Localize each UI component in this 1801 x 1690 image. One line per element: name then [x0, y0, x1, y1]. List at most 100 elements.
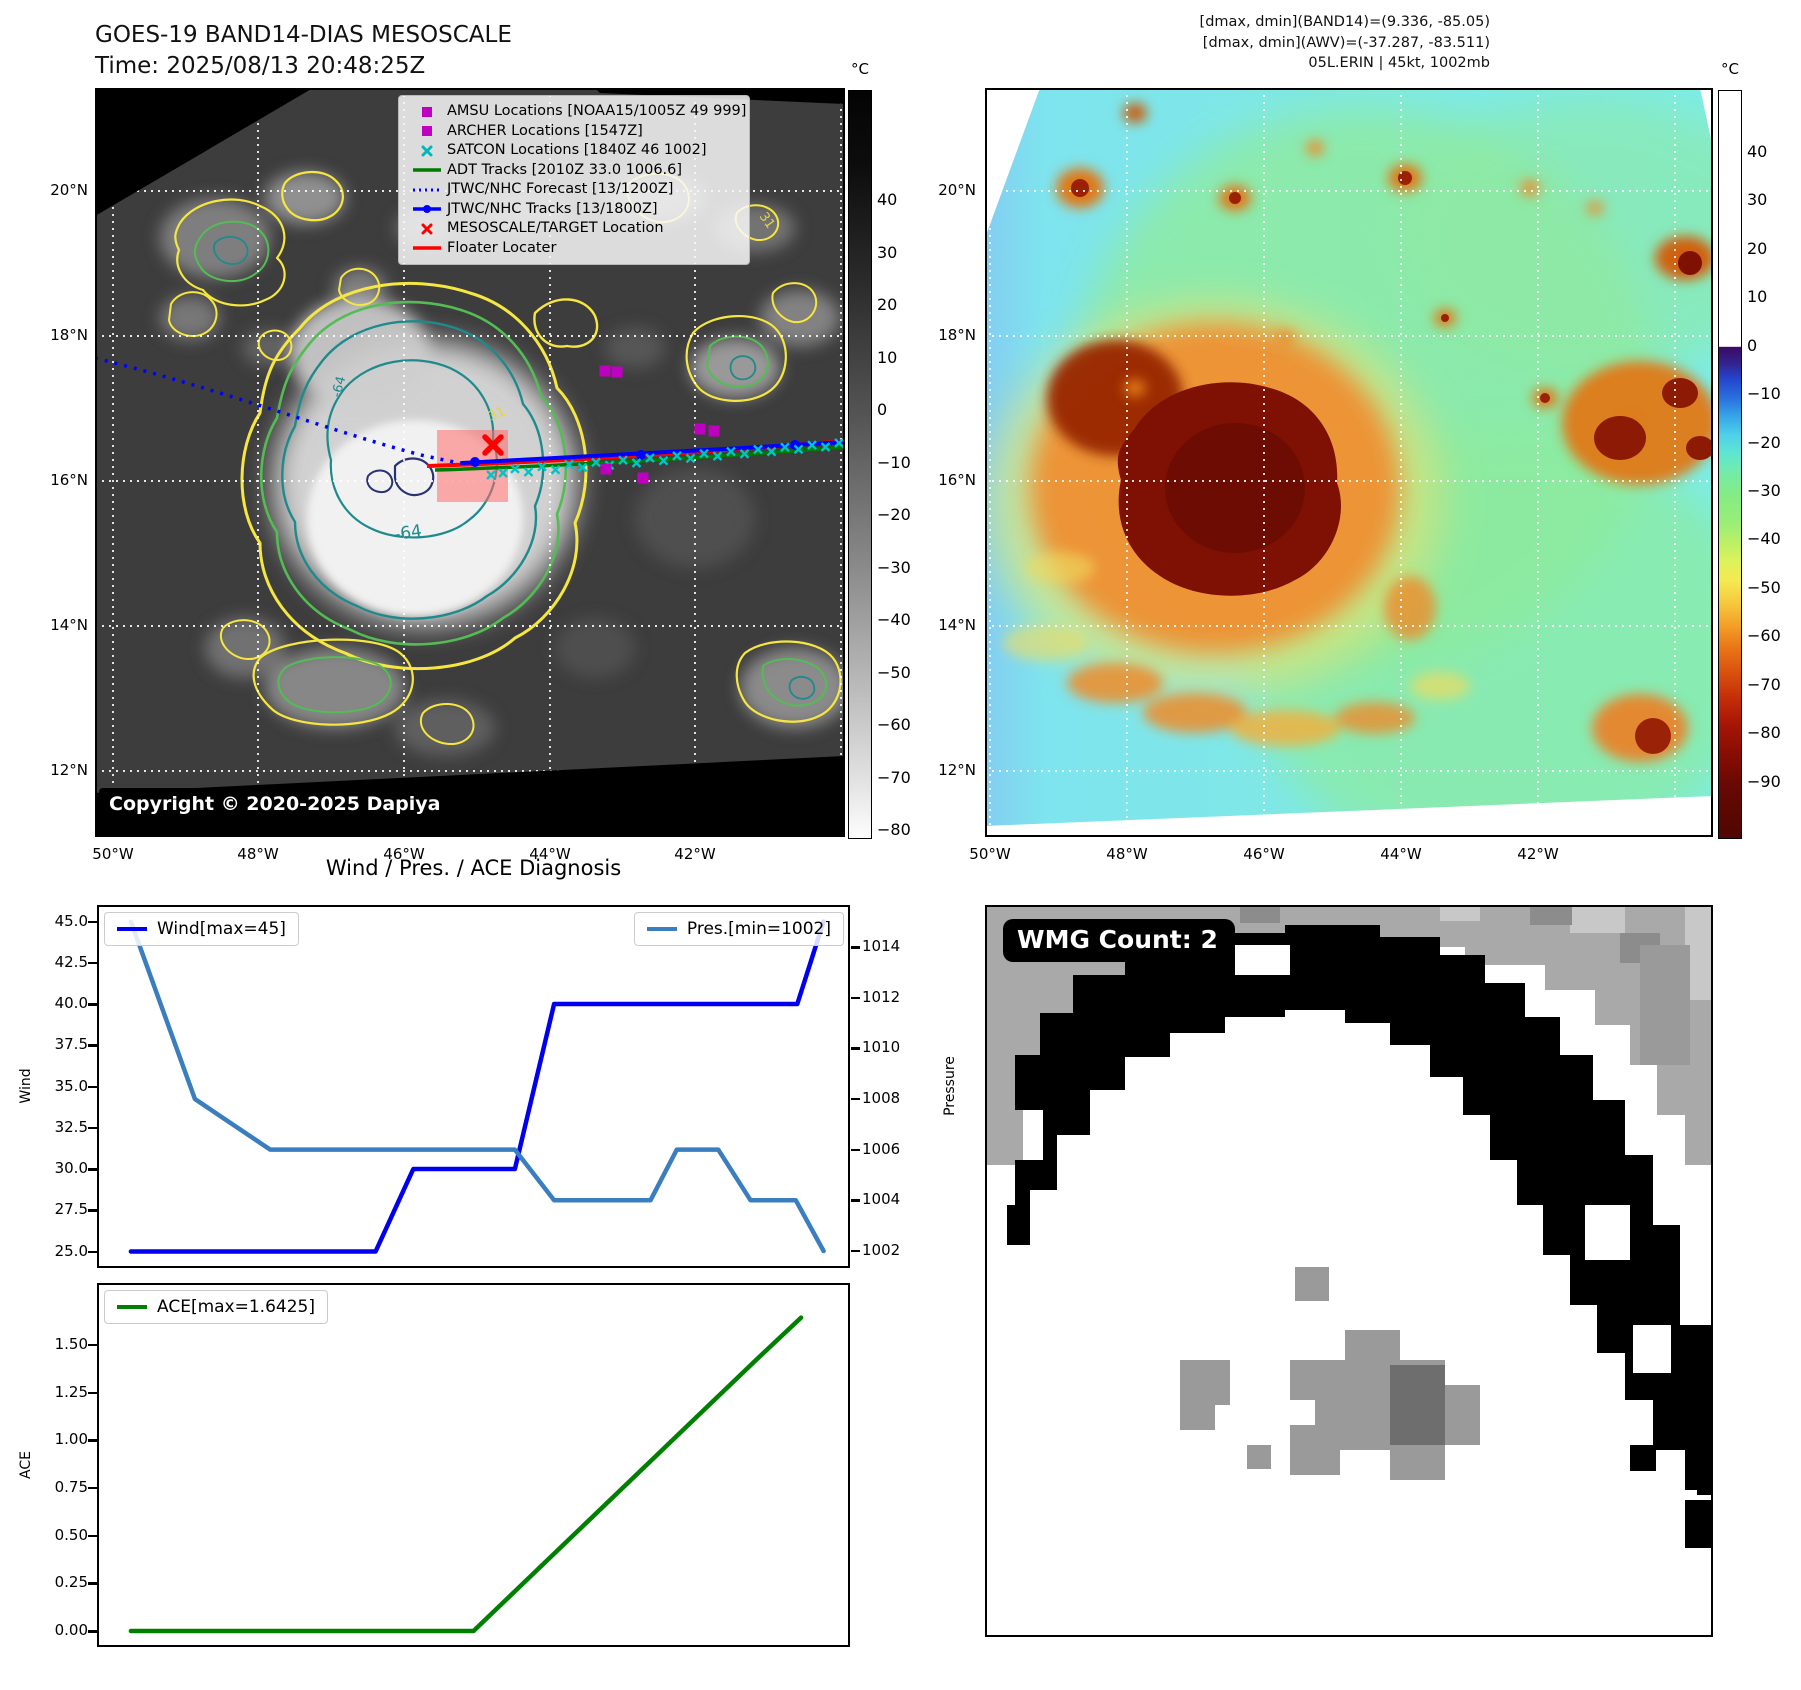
lat-tick-label: 16°N [938, 471, 976, 489]
wind-ytick-mark [88, 961, 97, 965]
wind-ytick-label: 30.0 [54, 1159, 88, 1177]
colorbar-tick-label: 40 [877, 190, 898, 209]
band14-map-panel: -64 -64 31 31 AMSU Locations [NOAA15/100… [95, 88, 845, 837]
legend-item-label: MESOSCALE/TARGET Location [447, 220, 664, 236]
map-legend: AMSU Locations [NOAA15/1005Z 49 999] ARCH… [398, 95, 750, 265]
legend-item: MESOSCALE/TARGET Location [407, 219, 739, 239]
lon-tick-label: 44°W [529, 845, 571, 863]
ace-ytick-mark [88, 1534, 97, 1538]
square-marker-icon [407, 105, 447, 119]
wind-legend-label: Wind[max=45] [157, 919, 286, 939]
wind-ytick-mark [88, 920, 97, 923]
series-line-wind [128, 919, 826, 1254]
page-title: GOES-19 BAND14-DIAS MESOSCALE Time: 2025… [95, 20, 512, 82]
series-line-pres [128, 919, 826, 1254]
ace-ytick-mark [88, 1391, 97, 1394]
line-dot-marker-icon [407, 202, 447, 216]
legend-item-label: JTWC/NHC Tracks [13/1800Z] [447, 200, 658, 217]
colorbar-tick-label: 30 [877, 242, 898, 262]
colorbar-tick-label: 0 [1747, 335, 1758, 355]
colorbar-tick-label: −20 [877, 505, 911, 524]
colorbar-tick-label: 20 [1747, 238, 1768, 258]
colorbar-tick-label: −80 [1747, 723, 1781, 743]
header-stats: [dmax, dmin](BAND14)=(9.336, -85.05) [dm… [990, 12, 1490, 74]
dotted-marker-icon [407, 183, 447, 197]
wind-axis-label: Wind [18, 1068, 34, 1104]
legend-item-label: ADT Tracks [2010Z 33.0 1006.6] [447, 161, 683, 178]
ace-ytick-mark [88, 1582, 97, 1585]
colorbar-tick-label: 10 [1747, 287, 1768, 307]
pressure-ytick-label: 1004 [862, 1190, 901, 1209]
colorbar-tick-label: −50 [877, 662, 911, 682]
band14-colorbar-unit: °C [851, 60, 869, 78]
pressure-ytick-mark [851, 996, 860, 1000]
lat-tick-label: 20°N [938, 181, 976, 199]
colorbar-tick-label: −50 [1747, 577, 1781, 597]
pressure-ytick-label: 1012 [862, 987, 901, 1006]
wind-legend: Wind[max=45] [104, 912, 299, 946]
pressure-legend-label: Pres.[min=1002] [686, 919, 831, 939]
contour-label: -64 [393, 521, 423, 545]
dmax-dmin-band14: [dmax, dmin](BAND14)=(9.336, -85.05) [1199, 14, 1490, 30]
ace-ytick-mark [88, 1486, 97, 1490]
lat-tick-label: 20°N [50, 181, 88, 199]
charts-section-title: Wind / Pres. / ACE Diagnosis [325, 856, 622, 880]
colorbar-tick-label: −20 [1747, 432, 1781, 452]
satellite-title: GOES-19 BAND14-DIAS MESOSCALE [95, 22, 512, 48]
projection-edges [985, 88, 1713, 837]
lat-tick-label: 18°N [938, 326, 976, 344]
lat-tick-label: 14°N [938, 616, 976, 634]
lat-tick-label: 12°N [938, 761, 976, 779]
colorbar-tick-label: −30 [1747, 481, 1781, 500]
mesoscale-target-x-icon [482, 434, 504, 456]
colorbar-tick-label: −10 [1747, 384, 1781, 404]
graticule [985, 88, 1713, 837]
pressure-axis-label: Pressure [942, 1056, 958, 1116]
awv-colorbar [1718, 90, 1742, 839]
lon-tick-label: 50°W [92, 845, 134, 863]
lat-tick-label: 14°N [50, 616, 88, 634]
legend-item: JTWC/NHC Forecast [13/1200Z] [407, 180, 739, 200]
x-marker-icon [407, 144, 447, 158]
ace-legend-label: ACE[max=1.6425] [157, 1297, 315, 1317]
band14-colorbar [848, 90, 872, 839]
legend-item: AMSU Locations [NOAA15/1005Z 49 999] [407, 102, 746, 122]
awv-colorbar-unit: °C [1721, 60, 1739, 78]
wmg-gray-in-black [1640, 945, 1690, 1065]
legend-item-label: Floater Locater [447, 239, 557, 256]
wmg-panel: WMG Count: 2 [985, 905, 1713, 1637]
pressure-legend: Pres.[min=1002] [633, 912, 844, 946]
lon-tick-label: 46°W [383, 845, 425, 863]
square-marker-icon [407, 124, 447, 138]
legend-item: Floater Locater [407, 239, 739, 259]
lon-tick-label: 46°W [1243, 845, 1285, 863]
wmg-white-holes [1235, 945, 1671, 1373]
colorbar-tick-label: −90 [1747, 771, 1781, 791]
ace-ytick-mark [88, 1630, 97, 1633]
ir-contours [168, 171, 842, 746]
satellite-time: Time: 2025/08/13 20:48:25Z [95, 53, 426, 79]
ace-ytick-label: 1.50 [54, 1334, 88, 1353]
wind-ytick-label: 40.0 [54, 994, 88, 1012]
lon-tick-label: 42°W [1517, 845, 1559, 863]
wind-ytick-mark [88, 1044, 97, 1047]
pressure-ytick-mark [851, 1097, 860, 1101]
dmax-dmin-awv: [dmax, dmin](AWV)=(-37.287, -83.511) [1202, 34, 1490, 51]
colorbar-tick-label: −60 [877, 715, 911, 734]
ace-chart [97, 1283, 850, 1647]
legend-item: SATCON Locations [1840Z 46 1002] [407, 141, 739, 161]
wmg-echo-cluster [1180, 1267, 1480, 1480]
wind-ytick-label: 37.5 [54, 1035, 88, 1054]
lat-tick-label: 12°N [50, 761, 88, 779]
contour-label: -64 [329, 375, 349, 399]
legend-item-label: AMSU Locations [NOAA15/1005Z 49 999] [447, 103, 747, 119]
ace-legend-line [117, 1305, 147, 1309]
ace-ytick-mark [88, 1343, 97, 1347]
wmg-image [985, 905, 1713, 1637]
wind-ytick-label: 42.5 [54, 952, 88, 971]
colorbar-tick-label: −70 [877, 767, 911, 787]
pressure-legend-line [646, 927, 677, 931]
pressure-ytick-mark [851, 1047, 860, 1050]
lon-tick-label: 44°W [1380, 845, 1422, 863]
